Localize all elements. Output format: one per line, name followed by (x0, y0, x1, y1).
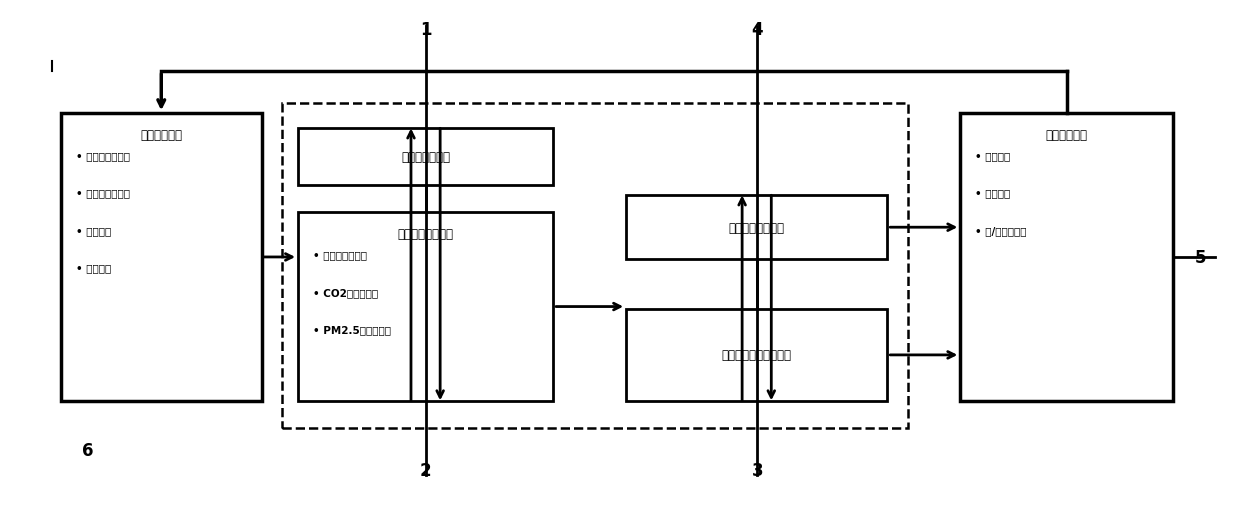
Text: 2: 2 (420, 461, 432, 479)
Text: 6: 6 (82, 441, 93, 460)
Text: 脑电信号分析模块: 脑电信号分析模块 (729, 221, 785, 234)
Text: • 灯光系统: • 灯光系统 (76, 225, 110, 235)
Text: • CO2浓度传感器: • CO2浓度传感器 (312, 287, 378, 297)
Text: • 内/外循环控制: • 内/外循环控制 (975, 225, 1027, 235)
Bar (298, 129, 553, 186)
Text: 3: 3 (751, 461, 763, 479)
Bar (298, 213, 553, 401)
Text: • 温度控制: • 温度控制 (975, 188, 1011, 198)
Text: 车内空气质量分析模块: 车内空气质量分析模块 (722, 349, 791, 362)
Bar (61, 114, 262, 401)
Bar (960, 114, 1173, 401)
Text: 脑电仪监测模块: 脑电仪监测模块 (401, 151, 450, 164)
Bar (626, 195, 888, 260)
Text: • 温、湿度传感器: • 温、湿度传感器 (312, 250, 367, 260)
Text: • 空调通风子系统: • 空调通风子系统 (76, 151, 130, 161)
Text: • 音乐系统: • 音乐系统 (76, 263, 110, 272)
Text: • PM2.5浓度传感器: • PM2.5浓度传感器 (312, 324, 391, 334)
Bar (283, 104, 908, 428)
Text: • 风量控制: • 风量控制 (975, 151, 1011, 161)
Text: • 空调净化子系统: • 空调净化子系统 (76, 188, 130, 198)
Text: 执行系统模块: 执行系统模块 (140, 129, 182, 142)
Text: 1: 1 (420, 21, 432, 39)
Text: 控制系统模块: 控制系统模块 (1045, 129, 1087, 142)
Text: 5: 5 (1195, 248, 1207, 267)
Bar (626, 310, 888, 401)
Text: 4: 4 (751, 21, 763, 39)
Text: 车内环境感知模块: 车内环境感知模块 (398, 228, 454, 241)
